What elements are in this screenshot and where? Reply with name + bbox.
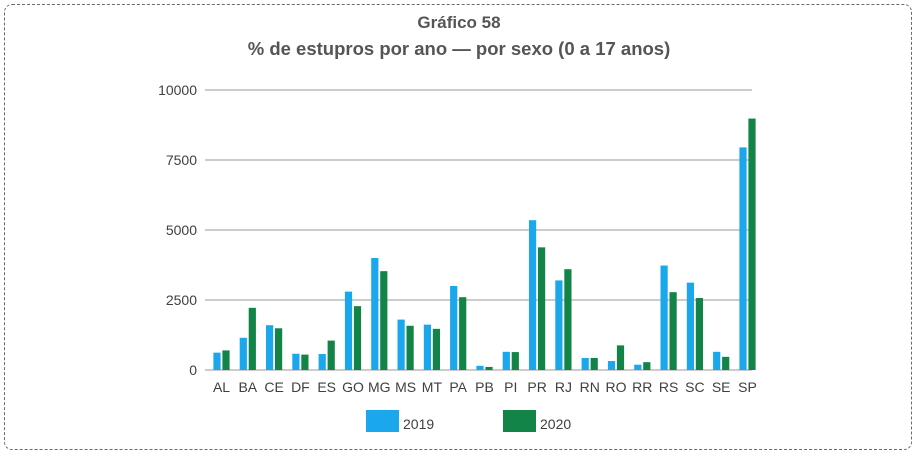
chart-title: Gráfico 58 <box>417 13 501 32</box>
x-tick-label-RN: RN <box>580 379 600 395</box>
x-tick-label-RR: RR <box>632 379 652 395</box>
bar-2019-PB <box>476 365 484 370</box>
legend-label-2020: 2020 <box>540 416 572 432</box>
bar-2019-AL <box>213 352 221 370</box>
y-tick-label: 2500 <box>166 292 197 308</box>
x-tick-label-BA: BA <box>238 379 257 395</box>
bar-2020-RN <box>590 357 598 370</box>
bar-2019-SE <box>713 351 721 370</box>
x-tick-label-PR: PR <box>527 379 546 395</box>
x-tick-label-MT: MT <box>422 379 443 395</box>
legend-item-2019: 2019 <box>366 408 434 434</box>
bar-2020-GO <box>353 306 362 370</box>
bar-2019-RR <box>634 364 642 370</box>
x-tick-label-RJ: RJ <box>555 379 572 395</box>
bar-2020-DF <box>301 354 309 370</box>
y-tick-label: 5000 <box>166 222 197 238</box>
bar-2020-PB <box>485 366 493 370</box>
bar-2020-AL <box>222 350 230 370</box>
bar-2019-PR <box>529 220 537 370</box>
y-tick-label: 10000 <box>158 82 197 98</box>
bar-2019-RJ <box>555 280 563 370</box>
bar-2019-SP <box>739 147 747 370</box>
bar-2019-BA <box>239 337 247 370</box>
x-tick-label-AL: AL <box>213 379 230 395</box>
x-tick-label-RO: RO <box>606 379 627 395</box>
bar-2019-CE <box>266 325 274 370</box>
bar-2019-SC <box>686 282 694 370</box>
x-tick-label-PB: PB <box>475 379 494 395</box>
y-tick-label: 0 <box>189 362 197 378</box>
bar-2019-DF <box>292 353 300 370</box>
bar-2020-MS <box>406 325 414 370</box>
x-tick-label-MG: MG <box>368 379 391 395</box>
bar-2019-MG <box>371 258 379 370</box>
bar-2020-SP <box>748 118 756 370</box>
bar-2020-PA <box>459 297 467 370</box>
legend-swatch-2020 <box>503 410 536 432</box>
chart-frame: Gráfico 58 % de estupros por ano — por s… <box>4 4 912 450</box>
bar-2019-MT <box>423 324 431 370</box>
legend-item-2020: 2020 <box>503 408 571 434</box>
legend-label-2019: 2019 <box>403 416 435 432</box>
x-tick-label-PA: PA <box>449 379 467 395</box>
bar-2020-PR <box>538 247 546 370</box>
x-tick-label-MS: MS <box>395 379 416 395</box>
x-tick-label-SP: SP <box>738 379 757 395</box>
bar-2020-RO <box>616 345 625 370</box>
bar-2019-GO <box>344 291 353 370</box>
y-tick-label: 7500 <box>166 152 197 168</box>
x-tick-label-GO: GO <box>342 379 364 395</box>
x-tick-label-CE: CE <box>264 379 283 395</box>
bar-2020-BA <box>248 307 256 370</box>
x-tick-label-RS: RS <box>659 379 678 395</box>
bar-2020-ES <box>327 340 335 370</box>
bar-2020-MG <box>380 271 388 370</box>
bar-2020-MT <box>432 328 440 370</box>
bar-2020-RJ <box>564 269 572 370</box>
x-tick-label-ES: ES <box>317 379 336 395</box>
bar-2019-PA <box>450 286 458 370</box>
bar-2019-RS <box>660 265 668 370</box>
bar-2019-RN <box>581 357 589 370</box>
bar-2020-SC <box>695 298 703 370</box>
bar-2020-SE <box>722 356 730 370</box>
x-tick-label-SC: SC <box>685 379 704 395</box>
bar-2020-RR <box>643 362 651 370</box>
bar-2019-RO <box>607 361 616 370</box>
bar-2019-ES <box>318 354 326 370</box>
bar-2019-MS <box>397 319 405 370</box>
bar-2020-PI <box>511 352 519 370</box>
x-tick-label-DF: DF <box>291 379 310 395</box>
bar-2020-CE <box>275 328 283 370</box>
x-tick-label-PI: PI <box>504 379 517 395</box>
x-tick-label-SE: SE <box>712 379 731 395</box>
bar-2019-PI <box>502 351 510 370</box>
legend-swatch-2019 <box>366 410 399 432</box>
bar-2020-RS <box>669 292 677 370</box>
chart-subtitle: % de estupros por ano — por sexo (0 a 17… <box>247 38 671 59</box>
